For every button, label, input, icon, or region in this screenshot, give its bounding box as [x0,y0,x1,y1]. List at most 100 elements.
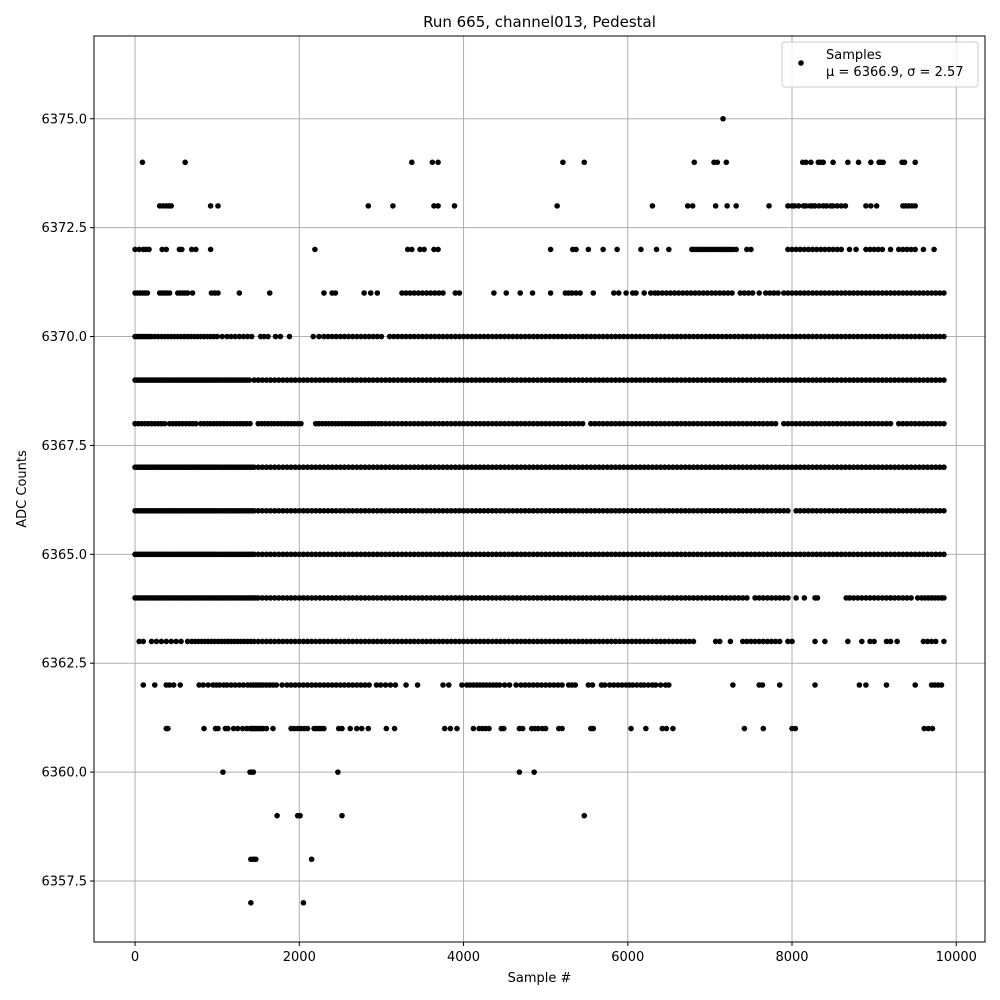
data-point [579,638,586,645]
data-point [473,420,479,427]
data-point [912,464,918,471]
data-point [760,725,767,732]
data-point [280,507,286,514]
data-point [691,159,698,166]
data-point [941,464,947,471]
data-point [448,333,455,340]
data-point [941,420,947,427]
data-point [752,638,758,645]
data-point [370,333,377,340]
data-point [477,333,483,340]
data-point [592,377,598,383]
data-point [444,638,450,645]
data-point [448,595,455,601]
data-point [341,595,348,601]
data-point [834,551,840,558]
data-point [817,551,824,558]
data-point [900,377,906,383]
data-point [399,333,405,340]
data-point [423,333,430,340]
data-point [440,464,446,471]
data-point [259,377,266,383]
data-point [583,377,590,383]
data-point [928,507,935,514]
data-point [349,595,356,601]
data-point [378,420,385,427]
data-point [321,595,327,601]
data-point [588,377,594,383]
data-point [624,507,631,514]
data-point [768,595,775,601]
data-point [875,507,882,514]
data-point [801,377,808,383]
data-point [916,507,923,514]
data-point [797,377,804,383]
data-point [444,464,450,471]
data-point [875,290,882,296]
data-point [887,290,894,296]
data-point [657,638,664,645]
data-point [230,725,237,732]
data-point [616,420,623,427]
data-point [251,551,257,558]
data-point [534,638,541,645]
data-point [317,507,323,514]
data-point [588,507,594,514]
data-point [859,290,865,296]
data-point [501,507,508,514]
data-point [670,377,676,383]
data-point [382,507,389,514]
data-point [601,682,608,688]
data-point [555,507,561,514]
data-point [904,507,910,514]
data-point [583,507,590,514]
data-point [383,725,390,732]
data-point [826,246,832,253]
data-point [727,595,734,601]
data-point [912,551,918,558]
data-point [423,290,430,296]
data-point [924,551,931,558]
data-point [280,638,286,645]
data-point [887,377,894,383]
data-point [616,595,623,601]
data-point [801,595,808,601]
data-point [329,595,335,601]
data-point [419,333,426,340]
data-point [530,595,537,601]
data-point [374,333,381,340]
data-point [555,682,561,688]
data-point [542,333,549,340]
data-point [879,420,886,427]
data-point [308,377,315,383]
data-point [423,595,430,601]
data-point [805,507,812,514]
data-point [842,333,849,340]
y-tick-label: 6362.5 [42,657,88,672]
data-point [259,595,266,601]
data-point [473,333,479,340]
data-point [690,595,697,601]
data-point [921,725,928,732]
data-point [707,551,713,558]
data-point [569,290,575,296]
data-point [834,507,840,514]
data-point [698,507,705,514]
data-point [251,507,257,514]
data-point [863,203,869,209]
data-point [657,595,664,601]
data-point [559,420,565,427]
data-point [830,464,836,471]
data-point [637,420,643,427]
data-point [317,638,323,645]
data-point [729,290,735,296]
data-point [148,638,155,645]
data-point [793,377,799,383]
data-point [735,595,742,601]
data-point [518,682,524,688]
data-point [596,507,602,514]
data-point [259,507,266,514]
data-point [390,551,397,558]
data-point [854,420,861,427]
data-point [690,638,697,645]
